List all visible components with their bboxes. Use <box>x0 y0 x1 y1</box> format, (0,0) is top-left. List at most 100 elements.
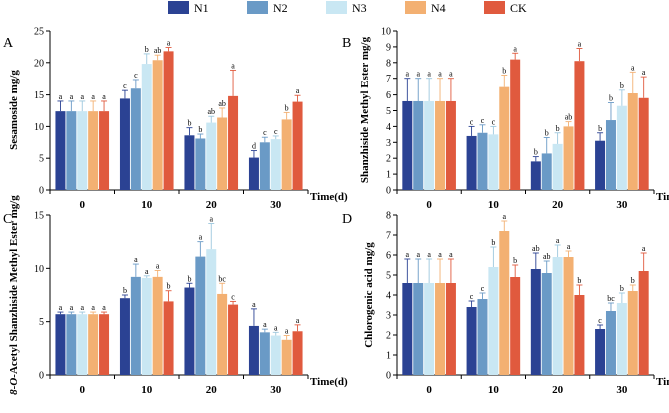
x-category-label: 10 <box>141 384 153 396</box>
significance-letter: a <box>102 303 106 312</box>
x-category-label: 20 <box>206 199 218 211</box>
y-tick-label: 10 <box>381 27 391 38</box>
bar-ck-30 <box>292 331 303 375</box>
bar-n1-10 <box>119 298 130 375</box>
significance-letter: b <box>285 103 289 112</box>
bar-n3-0 <box>424 100 435 190</box>
bar-ck-20 <box>574 295 585 375</box>
y-tick-label: 25 <box>34 27 44 38</box>
bar-n2-20 <box>195 256 206 375</box>
bar-n1-20 <box>184 135 195 190</box>
significance-letter: b <box>577 276 581 285</box>
significance-letter: b <box>167 282 171 291</box>
bar-ck-10 <box>510 59 521 191</box>
y-tick-label: 15 <box>34 90 44 101</box>
panel-c: C 0 5 10 15 8-O-Acetyl Shanzhiside Methyl Est… <box>3 195 348 396</box>
bar-n4-10 <box>499 86 510 190</box>
significance-letter: a <box>134 255 138 264</box>
bar-n1-30 <box>595 329 606 375</box>
y-axis-label: Sesamoside mg/g <box>8 70 20 150</box>
y-tick-label: 8 <box>386 211 391 222</box>
y-tick-label: 15 <box>34 211 44 222</box>
y-tick-label: 5 <box>39 154 44 165</box>
significance-letter: a <box>406 70 410 79</box>
significance-letter: a <box>145 267 149 276</box>
significance-letter: ab <box>207 107 215 116</box>
bar-ck-20 <box>228 304 239 375</box>
y-tick-label: 4 <box>386 122 391 133</box>
bar-n3-10 <box>488 267 499 375</box>
y-tick-label: 10 <box>34 122 44 133</box>
significance-letter: c <box>470 117 474 126</box>
bar-n1-30 <box>595 140 606 190</box>
bar-n1-30 <box>248 157 259 190</box>
significance-letter: b <box>123 286 127 295</box>
significance-letter: a <box>631 63 635 72</box>
legend-label-n4: N4 <box>431 1 446 15</box>
x-category-label: 30 <box>270 199 282 211</box>
bar-n4-10 <box>499 231 510 375</box>
y-tick-label: 5 <box>386 271 391 282</box>
bar-n1-0 <box>402 100 413 190</box>
bar-n2-30 <box>259 142 270 190</box>
bar-n3-30 <box>616 303 627 375</box>
y-tick-label: 3 <box>386 311 391 322</box>
bar-n2-0 <box>413 100 424 190</box>
bar-ck-10 <box>163 51 174 190</box>
significance-letter: b <box>187 274 191 283</box>
significance-letter: c <box>598 316 602 325</box>
y-tick-label: 2 <box>386 331 391 342</box>
significance-letter: a <box>70 303 74 312</box>
bar-n4-0 <box>88 111 99 190</box>
y-tick-label: 0 <box>39 186 44 197</box>
y-tick-label: 4 <box>386 291 391 302</box>
bar-n2-20 <box>195 138 206 190</box>
bar-n4-0 <box>435 283 446 375</box>
bar-n3-20 <box>552 143 563 190</box>
y-tick-label: 8 <box>386 58 391 69</box>
bar-n2-30 <box>605 311 616 375</box>
significance-letter: a <box>578 39 582 48</box>
bar-ck-30 <box>638 271 649 375</box>
bar-n3-20 <box>552 257 563 375</box>
bar-n1-10 <box>119 98 130 190</box>
significance-letter: a <box>59 303 63 312</box>
x-category-label: 30 <box>270 384 282 396</box>
significance-letter: a <box>252 300 256 309</box>
significance-letter: b <box>145 45 149 54</box>
significance-letter: c <box>231 292 235 301</box>
bar-n4-30 <box>281 339 292 375</box>
x-category-label: 10 <box>488 199 500 211</box>
bar-n4-10 <box>152 60 163 191</box>
significance-letter: a <box>199 233 203 242</box>
significance-letter: ab <box>532 244 540 253</box>
bar-n4-0 <box>88 314 99 375</box>
bar-n2-10 <box>477 299 488 375</box>
bar-n4-0 <box>435 100 446 190</box>
bar-n2-30 <box>259 332 270 375</box>
panel-label: A <box>3 36 14 51</box>
y-tick-label: 7 <box>386 74 391 85</box>
legend-swatch-n4 <box>405 1 426 14</box>
bar-n3-0 <box>424 283 435 375</box>
y-tick-label: 6 <box>386 251 391 262</box>
y-tick-label: 10 <box>34 264 44 275</box>
significance-letter: a <box>102 92 106 101</box>
significance-letter: b <box>534 148 538 157</box>
bar-n4-20 <box>563 126 574 190</box>
significance-letter: a <box>80 303 84 312</box>
bar-n1-20 <box>184 287 195 375</box>
bar-n4-30 <box>627 291 638 375</box>
significance-letter: b <box>491 238 495 247</box>
bar-n4-20 <box>217 117 228 190</box>
significance-letter: b <box>513 256 517 265</box>
panel-label: C <box>3 212 12 227</box>
legend-label-n2: N2 <box>273 1 288 15</box>
significance-letter: c <box>492 117 496 126</box>
significance-letter: b <box>187 119 191 128</box>
bar-n1-20 <box>530 161 541 190</box>
y-tick-label: 5 <box>386 106 391 117</box>
significance-letter: b <box>598 124 602 133</box>
